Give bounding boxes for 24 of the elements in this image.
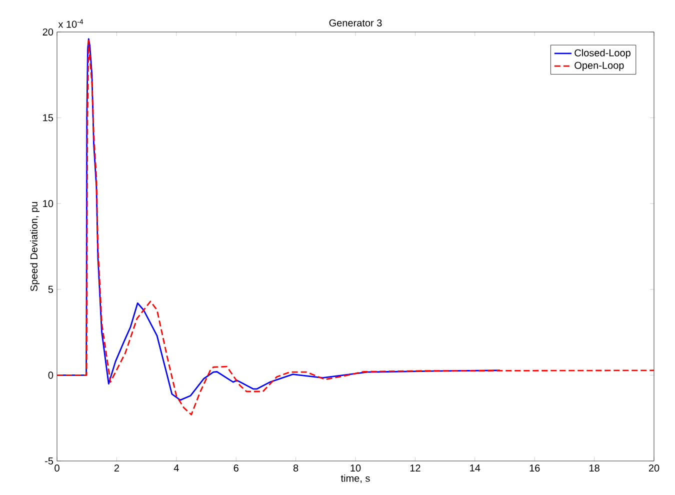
x-tick-label: 14 xyxy=(470,464,480,472)
y-tick-label: -5 xyxy=(45,457,54,464)
chart-title: Generator 3 xyxy=(329,19,382,26)
text: x 10$^{-4}$ xyxy=(58,19,84,28)
x-tick-label: 0 xyxy=(54,464,60,472)
y-tick-label: 0 xyxy=(48,372,54,379)
x-tick-label: 20 xyxy=(648,464,660,472)
y-tick-label: 20 xyxy=(42,28,54,36)
x-tick-label: 8 xyxy=(293,464,298,472)
legend-label: Open-Loop xyxy=(574,62,624,71)
x-tick-label: 4 xyxy=(174,464,179,472)
x-tick-label: 16 xyxy=(530,464,540,472)
x-tick-label: 6 xyxy=(234,464,238,472)
y-tick-label: 5 xyxy=(48,286,54,293)
x-tick-label: 12 xyxy=(410,464,420,472)
y-axis-title: Speed Deviation, pu xyxy=(30,202,40,292)
x-tick-label: 18 xyxy=(590,464,600,472)
x-tick-label: 2 xyxy=(114,464,119,472)
y-tick-label: 10 xyxy=(43,200,54,208)
x-axis-title: time, s xyxy=(340,474,370,483)
y-tick-label: 15 xyxy=(43,114,54,122)
x-tick-label: 10 xyxy=(350,464,361,472)
legend-label: Closed-Loop xyxy=(574,49,630,58)
line-series xyxy=(57,40,654,416)
